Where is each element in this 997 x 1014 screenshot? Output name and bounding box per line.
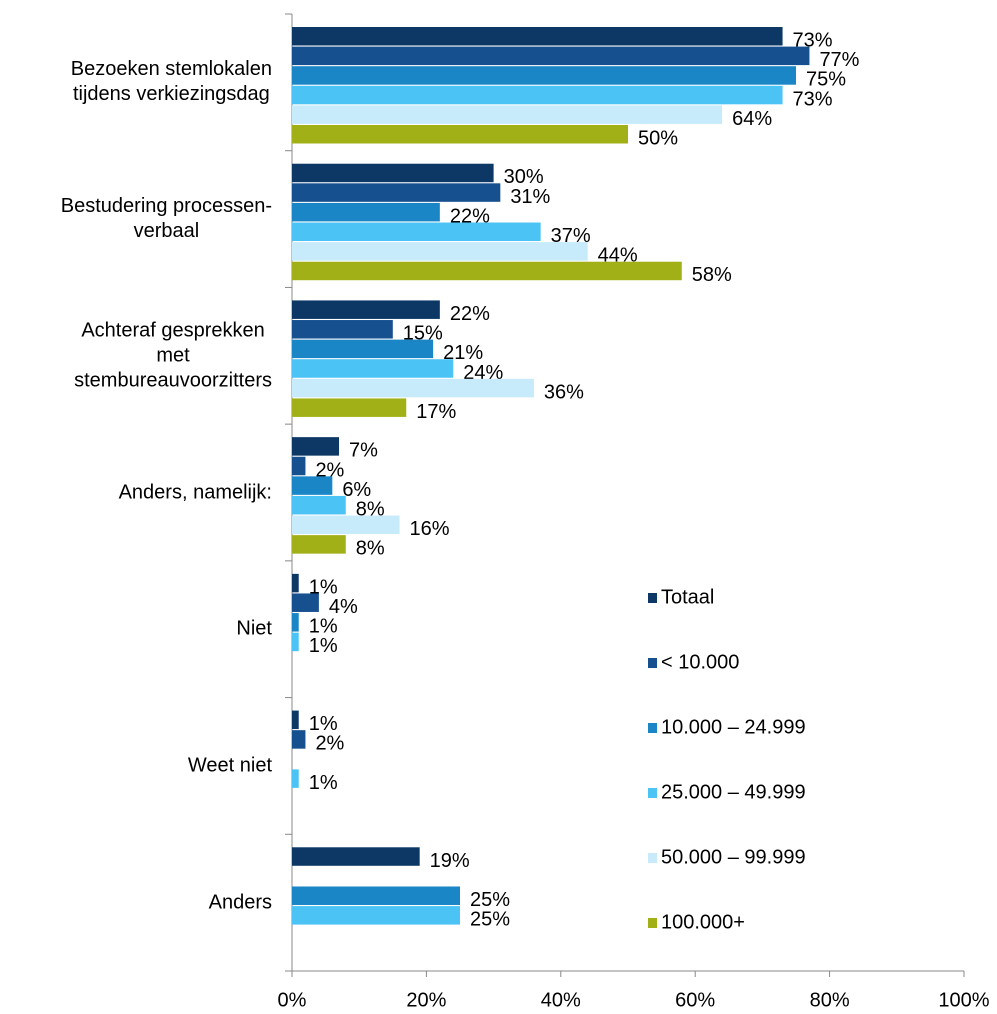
bar — [292, 378, 534, 398]
value-label: 25% — [470, 889, 510, 911]
value-label: 15% — [403, 323, 443, 345]
bar — [292, 515, 400, 535]
category-label: Anders, namelijk: — [118, 481, 272, 503]
bar — [292, 535, 346, 554]
value-label: 24% — [463, 362, 503, 384]
value-label: 7% — [349, 440, 378, 462]
value-label: 31% — [510, 186, 550, 208]
value-label: 19% — [430, 850, 470, 872]
bar — [292, 476, 333, 495]
value-label: 1% — [309, 635, 338, 657]
category-label: Bestudering processen- verbaal — [60, 195, 272, 243]
category-label: Achteraf gesprekken met stembureauvoorzi… — [74, 319, 272, 392]
value-label: 50% — [638, 128, 678, 150]
legend-label: Totaal — [661, 586, 714, 608]
bar — [292, 906, 460, 925]
bar — [292, 769, 299, 788]
bar — [292, 437, 340, 456]
bar — [292, 730, 306, 749]
bar — [292, 300, 440, 319]
value-label: 1% — [309, 576, 338, 598]
legend-label: 10.000 – 24.999 — [661, 716, 806, 738]
bar — [292, 593, 319, 612]
bar — [292, 85, 783, 105]
bar — [292, 163, 494, 183]
bar — [292, 105, 723, 124]
bar — [292, 222, 541, 242]
value-label: 6% — [342, 479, 371, 501]
bar — [292, 613, 299, 632]
value-label: 8% — [356, 538, 385, 560]
bar — [292, 320, 393, 339]
bar — [292, 632, 299, 652]
legend-swatch — [648, 658, 657, 668]
x-tick-label: 40% — [541, 989, 581, 1011]
value-label: 36% — [544, 381, 584, 403]
value-label: 4% — [329, 596, 358, 618]
value-label: 1% — [309, 713, 338, 735]
value-label: 37% — [551, 225, 591, 247]
x-tick-label: 60% — [675, 989, 715, 1011]
value-label: 8% — [356, 498, 385, 520]
value-label: 75% — [806, 69, 846, 91]
bar — [292, 359, 454, 378]
bar — [292, 46, 810, 66]
x-tick-label: 100% — [938, 989, 989, 1011]
legend-label: 100.000+ — [661, 911, 745, 933]
value-label: 1% — [309, 772, 338, 794]
bar — [292, 27, 783, 46]
value-label: 58% — [692, 264, 732, 286]
value-label: 1% — [309, 616, 338, 638]
bar — [292, 66, 796, 85]
legend-swatch — [648, 853, 657, 863]
value-label: 22% — [450, 303, 490, 325]
value-label: 2% — [315, 459, 344, 481]
bar — [292, 573, 299, 593]
category-label: Niet — [236, 617, 272, 640]
value-label: 16% — [410, 518, 450, 540]
value-label: 22% — [450, 205, 490, 227]
bar — [292, 242, 588, 261]
value-label: 77% — [819, 49, 859, 71]
category-label: Bezoeken stemlokalen tijdens verkiezings… — [70, 58, 272, 106]
value-label: 2% — [315, 733, 344, 755]
x-tick-label: 20% — [406, 989, 446, 1011]
x-tick-label: 80% — [810, 989, 850, 1011]
x-tick-label: 0% — [278, 989, 307, 1011]
bar — [292, 202, 440, 222]
bar — [292, 261, 682, 281]
bar — [292, 847, 420, 866]
category-label: Weet niet — [187, 754, 272, 777]
legend-label: 25.000 – 49.999 — [661, 781, 806, 803]
bar — [292, 710, 299, 730]
legend-swatch — [648, 788, 657, 798]
value-label: 73% — [793, 88, 833, 110]
bar — [292, 183, 501, 202]
legend-swatch — [648, 723, 657, 733]
value-label: 64% — [732, 108, 772, 130]
bar — [292, 125, 628, 144]
value-label: 44% — [598, 245, 638, 267]
value-label: 21% — [443, 342, 483, 364]
value-label: 30% — [504, 166, 544, 188]
legend-swatch — [648, 918, 657, 928]
value-label: 25% — [470, 909, 510, 931]
legend-swatch — [648, 593, 657, 603]
legend-label: 50.000 – 99.999 — [661, 846, 806, 868]
value-label: 17% — [416, 401, 456, 423]
bar — [292, 339, 434, 359]
category-label: Anders — [208, 891, 272, 914]
bar — [292, 495, 346, 515]
bar — [292, 886, 460, 905]
bar — [292, 456, 306, 476]
legend-label: < 10.000 — [661, 651, 739, 673]
value-label: 73% — [793, 30, 833, 52]
bar — [292, 398, 407, 417]
